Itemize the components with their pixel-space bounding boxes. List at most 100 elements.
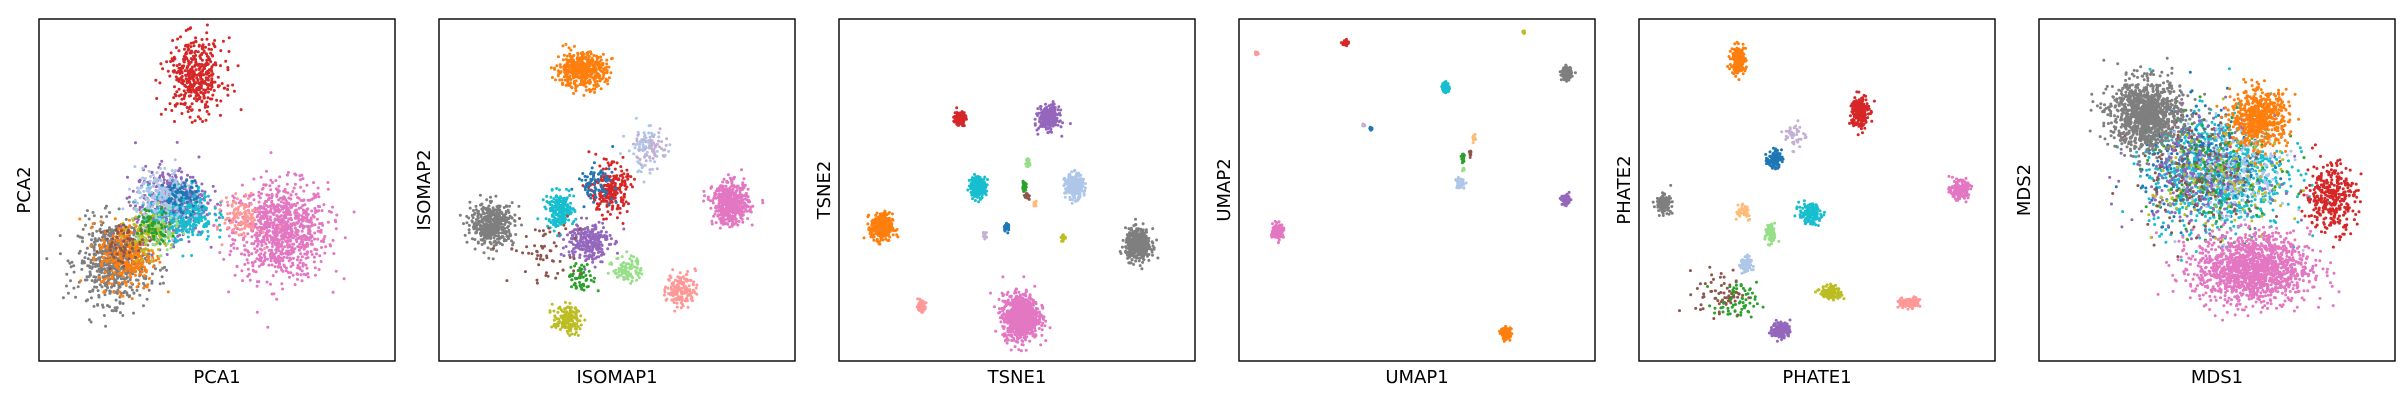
scatter-point	[166, 248, 169, 251]
scatter-point	[207, 77, 210, 80]
scatter-point	[148, 209, 151, 212]
scatter-point	[163, 266, 166, 269]
scatter-point	[184, 103, 187, 106]
scatter-point	[260, 176, 263, 179]
scatter-point	[181, 255, 184, 258]
scatter-point	[710, 220, 713, 223]
scatter-point	[492, 257, 495, 260]
scatter-point	[310, 250, 313, 253]
scatter-point	[572, 74, 575, 77]
pca-plot-frame	[39, 19, 395, 361]
scatter-point	[197, 218, 200, 221]
scatter-point	[176, 231, 179, 234]
scatter-point	[167, 207, 170, 210]
scatter-point	[143, 274, 146, 277]
scatter-point	[139, 273, 142, 276]
scatter-point	[494, 212, 497, 215]
scatter-point	[180, 190, 183, 193]
scatter-point	[79, 279, 82, 282]
scatter-point	[478, 227, 481, 230]
scatter-point	[105, 215, 108, 218]
scatter-point	[192, 41, 195, 44]
scatter-point	[98, 276, 101, 279]
scatter-point	[261, 249, 264, 252]
scatter-point	[305, 238, 308, 241]
scatter-point	[209, 98, 212, 101]
scatter-point	[505, 230, 508, 233]
scatter-point	[168, 199, 171, 202]
scatter-point	[231, 84, 234, 87]
scatter-point	[511, 201, 514, 204]
scatter-point	[205, 225, 208, 228]
scatter-point	[568, 83, 571, 86]
scatter-point	[220, 213, 223, 216]
scatter-point	[200, 80, 203, 83]
scatter-point	[189, 190, 192, 193]
scatter-point	[139, 179, 142, 182]
scatter-point	[247, 268, 250, 271]
scatter-point	[287, 250, 290, 253]
scatter-point	[181, 78, 184, 81]
scatter-point	[189, 45, 192, 48]
scatter-point	[514, 233, 517, 236]
scatter-point	[555, 64, 558, 67]
scatter-point	[486, 206, 489, 209]
scatter-point	[211, 74, 214, 77]
scatter-point	[93, 241, 96, 244]
scatter-point	[459, 214, 462, 217]
scatter-point	[266, 281, 269, 284]
scatter-point	[59, 234, 62, 237]
scatter-point	[150, 249, 153, 252]
scatter-point	[314, 266, 317, 269]
scatter-point	[250, 192, 253, 195]
scatter-point	[288, 234, 291, 237]
scatter-point	[479, 204, 482, 207]
scatter-point	[77, 285, 80, 288]
scatter-point	[123, 236, 126, 239]
scatter-point	[173, 184, 176, 187]
scatter-point	[101, 238, 104, 241]
scatter-point	[125, 269, 128, 272]
scatter-point	[269, 179, 272, 182]
scatter-point	[164, 244, 167, 247]
scatter-point	[163, 178, 166, 181]
scatter-point	[240, 204, 243, 207]
isomap-points	[459, 43, 765, 337]
scatter-point	[596, 72, 599, 75]
scatter-point	[305, 184, 308, 187]
scatter-point	[243, 244, 246, 247]
scatter-point	[272, 232, 275, 235]
scatter-point	[285, 211, 288, 214]
scatter-point	[150, 260, 153, 263]
scatter-point	[277, 260, 280, 263]
scatter-point	[193, 82, 196, 85]
scatter-point	[715, 221, 718, 224]
scatter-point	[252, 227, 255, 230]
scatter-point	[189, 224, 192, 227]
scatter-point	[289, 217, 292, 220]
scatter-point	[169, 212, 172, 215]
scatter-point	[299, 224, 302, 227]
scatter-point	[235, 231, 238, 234]
scatter-point	[121, 272, 124, 275]
scatter-point	[293, 187, 296, 190]
scatter-point	[318, 268, 321, 271]
scatter-point	[588, 63, 591, 66]
scatter-point	[231, 238, 234, 241]
scatter-point	[464, 234, 467, 237]
scatter-point	[297, 229, 300, 232]
scatter-point	[344, 236, 347, 239]
scatter-point	[206, 38, 209, 41]
scatter-point	[241, 184, 244, 187]
scatter-point	[200, 183, 203, 186]
scatter-point	[490, 242, 493, 245]
scatter-point	[488, 234, 491, 237]
scatter-point	[489, 229, 492, 232]
scatter-point	[181, 71, 184, 74]
scatter-point	[487, 214, 490, 217]
scatter-point	[165, 60, 168, 63]
scatter-point	[172, 71, 175, 74]
scatter-point	[137, 267, 140, 270]
scatter-point	[93, 214, 96, 217]
